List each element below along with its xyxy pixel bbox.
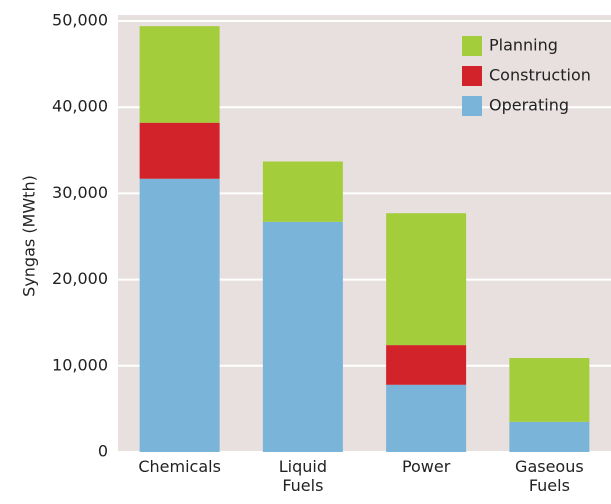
x-tick-label: Power	[401, 457, 451, 476]
x-tick-label: Liquid Fuels	[278, 457, 328, 495]
y-tick-label: 40,000	[52, 97, 108, 116]
x-tick-label: Chemicals	[138, 457, 221, 476]
legend-swatch	[462, 66, 482, 86]
bar-segment	[509, 358, 590, 422]
y-tick-label: 0	[98, 442, 108, 461]
y-axis-label: Syngas (MWth)	[20, 175, 39, 297]
x-tick-label: Gaseous Fuels	[515, 457, 584, 495]
y-tick-label: 20,000	[52, 269, 108, 288]
bar-segment	[386, 345, 467, 385]
legend-label: Operating	[489, 96, 569, 115]
y-tick-label: 10,000	[52, 355, 108, 374]
legend-swatch	[462, 96, 482, 116]
y-tick-label: 30,000	[52, 183, 108, 202]
bar-segment	[386, 384, 467, 452]
bar-segment	[139, 26, 220, 123]
bar-segment	[262, 221, 343, 452]
y-tick-label: 50,000	[52, 11, 108, 30]
legend-label: Planning	[489, 36, 558, 55]
bar-segment	[509, 421, 590, 452]
legend-label: Construction	[489, 66, 591, 85]
bar-segment	[139, 122, 220, 179]
bar-segment	[386, 213, 467, 346]
bar-segment	[262, 161, 343, 222]
legend-swatch	[462, 36, 482, 56]
bar-segment	[139, 178, 220, 452]
